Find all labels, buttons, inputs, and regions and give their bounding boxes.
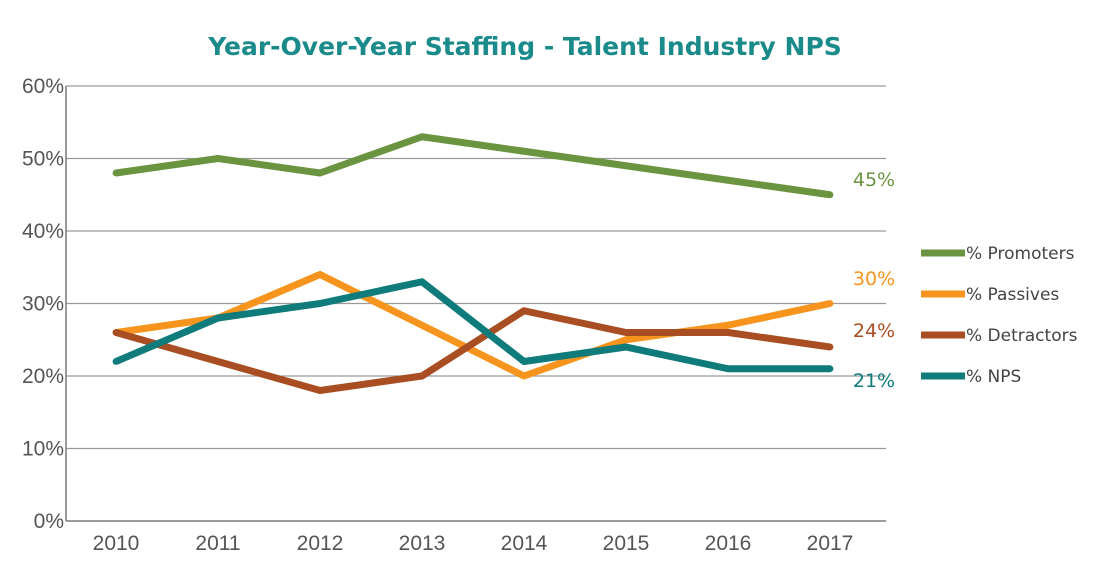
- series-line-passives: [115, 271, 831, 380]
- data-point-promoters: [418, 133, 426, 141]
- end-label-nps: 21%: [853, 370, 895, 392]
- data-point-passives: [520, 372, 528, 380]
- data-point-passives: [418, 321, 426, 329]
- x-tick-label: 2014: [501, 532, 548, 555]
- data-point-nps: [316, 300, 324, 307]
- y-tick-label: 50%: [22, 148, 64, 171]
- end-label-detractors: 24%: [853, 320, 895, 342]
- legend-label-detractors: % Detractors: [966, 326, 1078, 346]
- data-point-detractors: [622, 329, 630, 336]
- gridlines: [66, 85, 886, 450]
- axes: [65, 86, 886, 522]
- y-tick-label: 0%: [34, 510, 64, 533]
- data-point-detractors: [418, 372, 426, 380]
- data-point-detractors: [520, 307, 528, 315]
- data-point-passives: [724, 321, 732, 329]
- y-tick-label: 30%: [22, 293, 64, 316]
- data-point-passives: [316, 271, 324, 278]
- series-lines: [112, 133, 834, 394]
- y-tick-label: 40%: [22, 220, 64, 243]
- data-point-nps: [622, 343, 630, 351]
- y-tick-label: 20%: [22, 365, 64, 388]
- x-axis-tick-labels: 2010 2011 2012 2013 2014 2015 2016 2017: [93, 532, 854, 555]
- data-point-promoters: [316, 169, 324, 177]
- data-point-detractors: [316, 387, 324, 394]
- data-point-passives: [826, 300, 834, 307]
- legend-label-promoters: % Promoters: [966, 244, 1075, 264]
- chart-title: Year-Over-Year Staffing - Talent Industr…: [207, 32, 842, 61]
- end-label-passives: 30%: [853, 268, 895, 290]
- end-labels: 45% 30% 24% 21%: [853, 169, 895, 392]
- x-tick-label: 2011: [195, 532, 240, 555]
- data-point-detractors: [826, 343, 834, 351]
- y-axis-tick-labels: 0% 10% 20% 30% 40% 50% 60%: [22, 75, 64, 533]
- data-point-nps: [520, 358, 528, 365]
- x-tick-label: 2017: [807, 532, 854, 555]
- data-point-promoters: [724, 176, 732, 184]
- end-label-promoters: 45%: [853, 169, 895, 191]
- series-line-detractors: [115, 307, 831, 394]
- data-point-detractors: [724, 329, 732, 336]
- legend-label-passives: % Passives: [966, 285, 1059, 305]
- data-point-passives: [622, 336, 630, 344]
- data-point-detractors: [112, 329, 120, 336]
- data-point-promoters: [826, 191, 834, 199]
- legend-label-nps: % NPS: [966, 367, 1021, 387]
- data-point-promoters: [112, 169, 120, 177]
- x-tick-label: 2016: [705, 532, 752, 555]
- series-line-nps: [114, 278, 830, 373]
- series-line-promoters: [115, 133, 831, 199]
- data-point-nps: [826, 365, 834, 373]
- x-tick-label: 2012: [297, 532, 344, 555]
- data-point-nps: [724, 365, 732, 373]
- x-tick-label: 2013: [399, 532, 446, 555]
- data-point-nps: [418, 278, 426, 286]
- data-point-promoters: [622, 162, 630, 170]
- data-point-promoters: [520, 147, 528, 155]
- data-point-nps: [112, 358, 120, 365]
- x-tick-label: 2010: [93, 532, 140, 555]
- y-tick-label: 10%: [22, 438, 64, 461]
- x-tick-label: 2015: [603, 532, 650, 555]
- data-point-promoters: [214, 155, 222, 162]
- y-tick-label: 60%: [22, 75, 64, 98]
- data-point-detractors: [214, 358, 222, 365]
- data-point-nps: [214, 314, 222, 322]
- legend: % Promoters % Passives % Detractors % NPS: [921, 244, 1078, 387]
